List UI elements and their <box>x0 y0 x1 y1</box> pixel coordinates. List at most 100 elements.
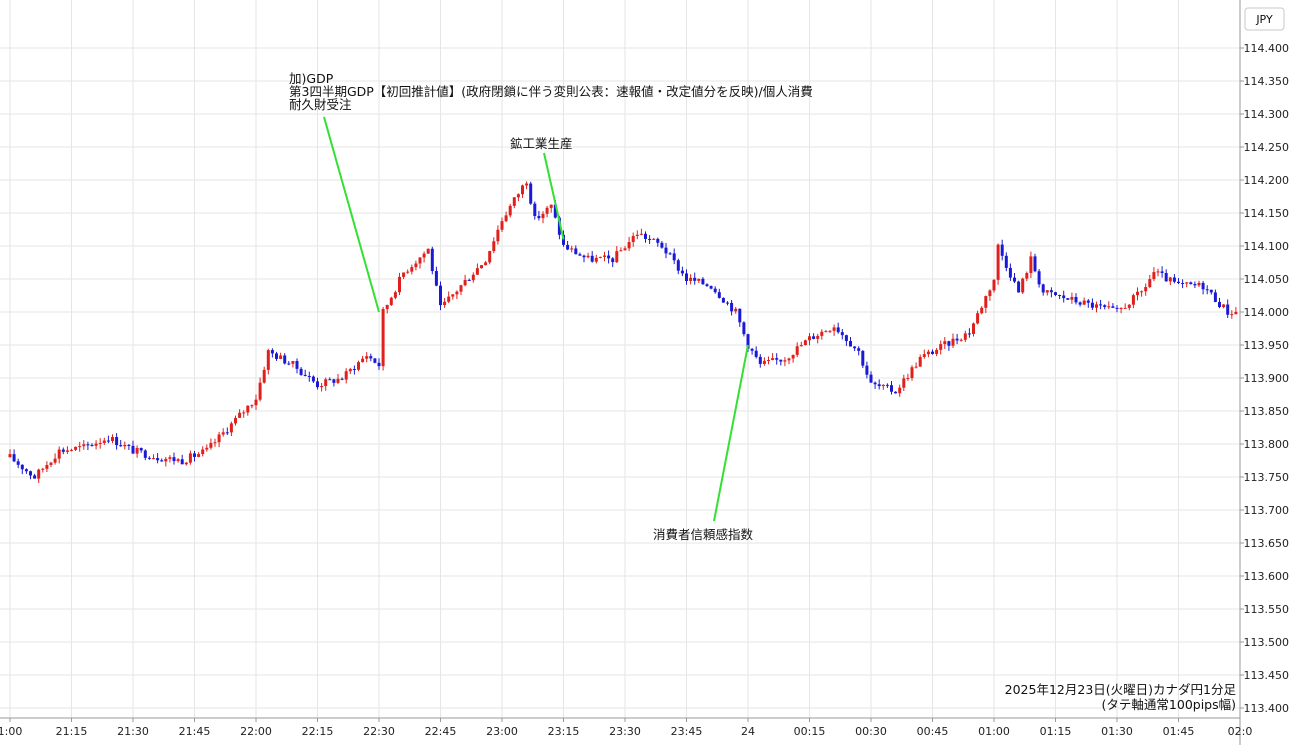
candle-body <box>336 378 340 383</box>
candle-body <box>307 375 311 377</box>
candle-body <box>213 442 217 444</box>
candle-body <box>357 362 360 370</box>
candle-body <box>779 359 783 362</box>
candle-body <box>106 440 110 442</box>
candle-body <box>29 471 32 476</box>
currency-button[interactable]: JPY <box>1244 7 1285 31</box>
candle-body <box>266 350 270 370</box>
candle-body <box>1008 267 1012 278</box>
candle-body <box>853 346 857 349</box>
candle-body <box>352 369 356 371</box>
candle-body <box>197 454 201 457</box>
candle-body <box>406 271 410 273</box>
candle-body <box>1131 295 1135 305</box>
candle-body <box>783 360 787 362</box>
candle-body <box>311 376 315 382</box>
candle-body <box>111 437 114 442</box>
candle-body <box>1218 301 1221 308</box>
candle-body <box>193 453 196 457</box>
candle-body <box>471 274 475 281</box>
x-tick-label: 02:0 <box>1228 725 1253 738</box>
candle-body <box>205 447 209 450</box>
candle-body <box>644 233 647 239</box>
candle-body <box>1090 302 1094 308</box>
candle-body <box>344 371 348 380</box>
annotations: 加)GDP第3四半期GDP【初回推計値】(政府閉鎖に伴う変則公表：速報値・改定値… <box>289 71 813 542</box>
candle-body <box>467 279 471 281</box>
annotation-leader-line <box>323 116 380 313</box>
candle-body <box>377 362 381 367</box>
footer-line2: (タテ軸通常100pips幅) <box>1102 697 1236 712</box>
candle-body <box>1037 271 1041 285</box>
candle-body <box>939 344 943 350</box>
candle-body <box>955 338 959 341</box>
candle-body <box>299 368 303 375</box>
candle-body <box>1054 292 1057 296</box>
candle-body <box>217 434 221 443</box>
candle-body <box>340 378 344 380</box>
candle-body <box>750 348 754 351</box>
candle-body <box>262 369 266 383</box>
candle-body <box>381 309 385 367</box>
candle-body <box>1017 281 1021 293</box>
candle-body <box>1103 305 1107 307</box>
candle-body <box>361 358 365 363</box>
candle-body <box>762 360 766 364</box>
candle-body <box>582 255 586 258</box>
candle-body <box>1144 287 1148 292</box>
candle-body <box>283 355 287 364</box>
candle-body <box>541 213 545 219</box>
candle-body <box>8 454 12 458</box>
candle-body <box>1177 281 1180 283</box>
y-tick-label: 113.750 <box>1244 471 1290 484</box>
y-tick-label: 114.000 <box>1244 306 1290 319</box>
candle-body <box>570 248 574 250</box>
candle-body <box>119 445 123 447</box>
candle-body <box>590 255 594 262</box>
candle-body <box>463 279 467 286</box>
candle-body <box>164 458 168 462</box>
candle-body <box>1107 306 1111 308</box>
candle-body <box>693 277 697 281</box>
candle-body <box>1049 290 1053 293</box>
candle-body <box>1095 304 1098 308</box>
candle-body <box>516 194 520 198</box>
candle-body <box>529 183 533 204</box>
candle-body <box>926 351 930 355</box>
candle-body <box>131 445 135 454</box>
candle-body <box>320 386 324 388</box>
candle-body <box>1197 282 1201 286</box>
candle-body <box>537 216 541 219</box>
candle-body <box>746 334 750 349</box>
x-tick-label: 01:30 <box>1101 725 1133 738</box>
candle-body <box>935 349 939 354</box>
candle-body <box>574 248 578 255</box>
currency-button-label[interactable]: JPY <box>1255 13 1273 26</box>
candle-body <box>156 458 160 461</box>
candle-body <box>365 356 369 359</box>
annotation-text: 加)GDP <box>289 71 334 86</box>
currency-button-box[interactable] <box>1244 7 1285 31</box>
candle-body <box>1226 304 1230 315</box>
candle-body <box>480 265 483 269</box>
candle-body <box>639 233 643 235</box>
candle-body <box>316 381 319 388</box>
candle-body <box>680 270 684 274</box>
candle-body <box>1181 282 1185 284</box>
candle-body <box>287 363 291 365</box>
candle-body <box>1021 278 1025 293</box>
candle-body <box>890 385 893 392</box>
candle-body <box>1164 272 1168 282</box>
candle-body <box>754 350 758 357</box>
candle-body <box>594 257 598 262</box>
annotation-leader-line <box>713 344 749 522</box>
candle-body <box>992 279 996 291</box>
x-tick-label: 01:45 <box>1163 725 1195 738</box>
candle-body <box>172 457 176 462</box>
candle-body <box>910 367 914 378</box>
candle-body <box>922 354 926 357</box>
candle-body <box>414 263 418 268</box>
x-tick-label: 22:45 <box>425 725 457 738</box>
candle-body <box>615 251 619 263</box>
candle-body <box>619 250 623 252</box>
